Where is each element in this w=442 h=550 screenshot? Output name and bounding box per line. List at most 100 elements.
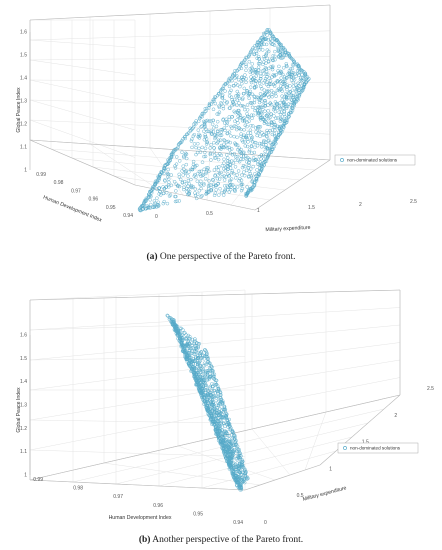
data-point <box>162 171 166 176</box>
data-point <box>193 193 198 198</box>
data-point <box>222 157 226 162</box>
caption-b: (b) Another perspective of the Pareto fr… <box>0 535 442 545</box>
data-point <box>213 173 218 177</box>
data-point <box>236 77 241 82</box>
data-point <box>190 145 194 150</box>
data-point <box>254 157 259 162</box>
data-point <box>207 375 212 379</box>
data-point <box>207 374 212 379</box>
data-point <box>268 101 272 106</box>
z-tick-label: 1.3 <box>20 99 27 105</box>
data-point <box>279 71 284 75</box>
data-point <box>279 49 283 53</box>
data-point <box>151 205 155 210</box>
data-point <box>252 94 256 99</box>
data-point <box>185 132 190 136</box>
data-point <box>233 158 238 163</box>
data-point <box>212 168 217 172</box>
data-point <box>303 73 308 77</box>
caption-b-label: (b) <box>138 535 151 545</box>
data-point <box>242 86 247 91</box>
data-point <box>243 140 247 144</box>
data-point <box>293 99 298 103</box>
data-point <box>279 87 284 91</box>
data-point <box>251 46 255 50</box>
data-point <box>206 409 210 414</box>
data-point <box>277 64 281 69</box>
data-point <box>226 167 230 172</box>
data-point <box>271 53 275 58</box>
data-point <box>230 169 235 173</box>
data-point <box>193 337 197 341</box>
data-point <box>217 410 222 415</box>
data-point <box>291 80 296 85</box>
data-point <box>208 393 213 397</box>
data-point <box>230 170 234 175</box>
data-point <box>235 135 239 140</box>
data-point <box>272 114 276 118</box>
box-edge <box>29 479 246 491</box>
data-point <box>189 184 194 188</box>
data-point <box>213 191 218 195</box>
x-axis-label: Military expenditure <box>302 485 347 502</box>
data-point <box>205 388 209 392</box>
data-point <box>200 145 204 150</box>
data-point <box>198 358 203 363</box>
data-point <box>244 160 249 164</box>
data-point <box>262 138 266 143</box>
data-point <box>235 154 240 159</box>
data-point <box>290 104 295 108</box>
data-point <box>300 68 304 73</box>
data-point <box>272 43 277 47</box>
data-point <box>250 101 255 105</box>
data-point <box>242 118 247 122</box>
data-point <box>254 176 259 181</box>
data-point <box>232 151 237 156</box>
data-point <box>221 145 226 149</box>
data-point <box>225 146 230 150</box>
data-point <box>262 42 266 47</box>
data-point <box>161 191 166 196</box>
data-point <box>215 432 220 437</box>
data-point <box>180 333 184 337</box>
data-point <box>254 130 258 134</box>
data-point <box>193 121 197 125</box>
data-point <box>197 383 202 387</box>
data-point <box>223 89 227 93</box>
data-point <box>201 369 205 374</box>
data-point <box>273 104 277 108</box>
data-point <box>286 72 290 76</box>
data-point <box>184 162 189 167</box>
data-point <box>220 415 224 420</box>
data-point <box>238 65 242 69</box>
data-point <box>179 326 183 331</box>
data-point <box>190 343 194 348</box>
data-point <box>256 160 260 164</box>
data-point <box>169 183 174 188</box>
data-point <box>167 185 171 189</box>
data-point <box>242 128 246 132</box>
data-point <box>241 164 246 168</box>
data-point <box>176 331 181 336</box>
data-point <box>256 130 261 135</box>
data-point <box>184 336 189 341</box>
data-point <box>203 176 208 181</box>
data-point <box>225 100 230 104</box>
data-point <box>262 88 267 92</box>
data-point <box>279 76 283 80</box>
data-point <box>258 92 263 96</box>
data-point <box>256 61 261 66</box>
data-point <box>234 124 238 129</box>
data-point <box>248 171 253 176</box>
data-point <box>182 187 186 192</box>
data-point <box>234 155 238 159</box>
data-point <box>287 69 292 73</box>
data-point <box>207 119 212 123</box>
data-point <box>169 319 173 324</box>
data-point <box>177 199 182 203</box>
data-point <box>229 470 234 474</box>
data-point <box>142 202 146 206</box>
data-point <box>182 167 186 172</box>
data-point <box>215 421 220 426</box>
data-point <box>261 153 266 158</box>
